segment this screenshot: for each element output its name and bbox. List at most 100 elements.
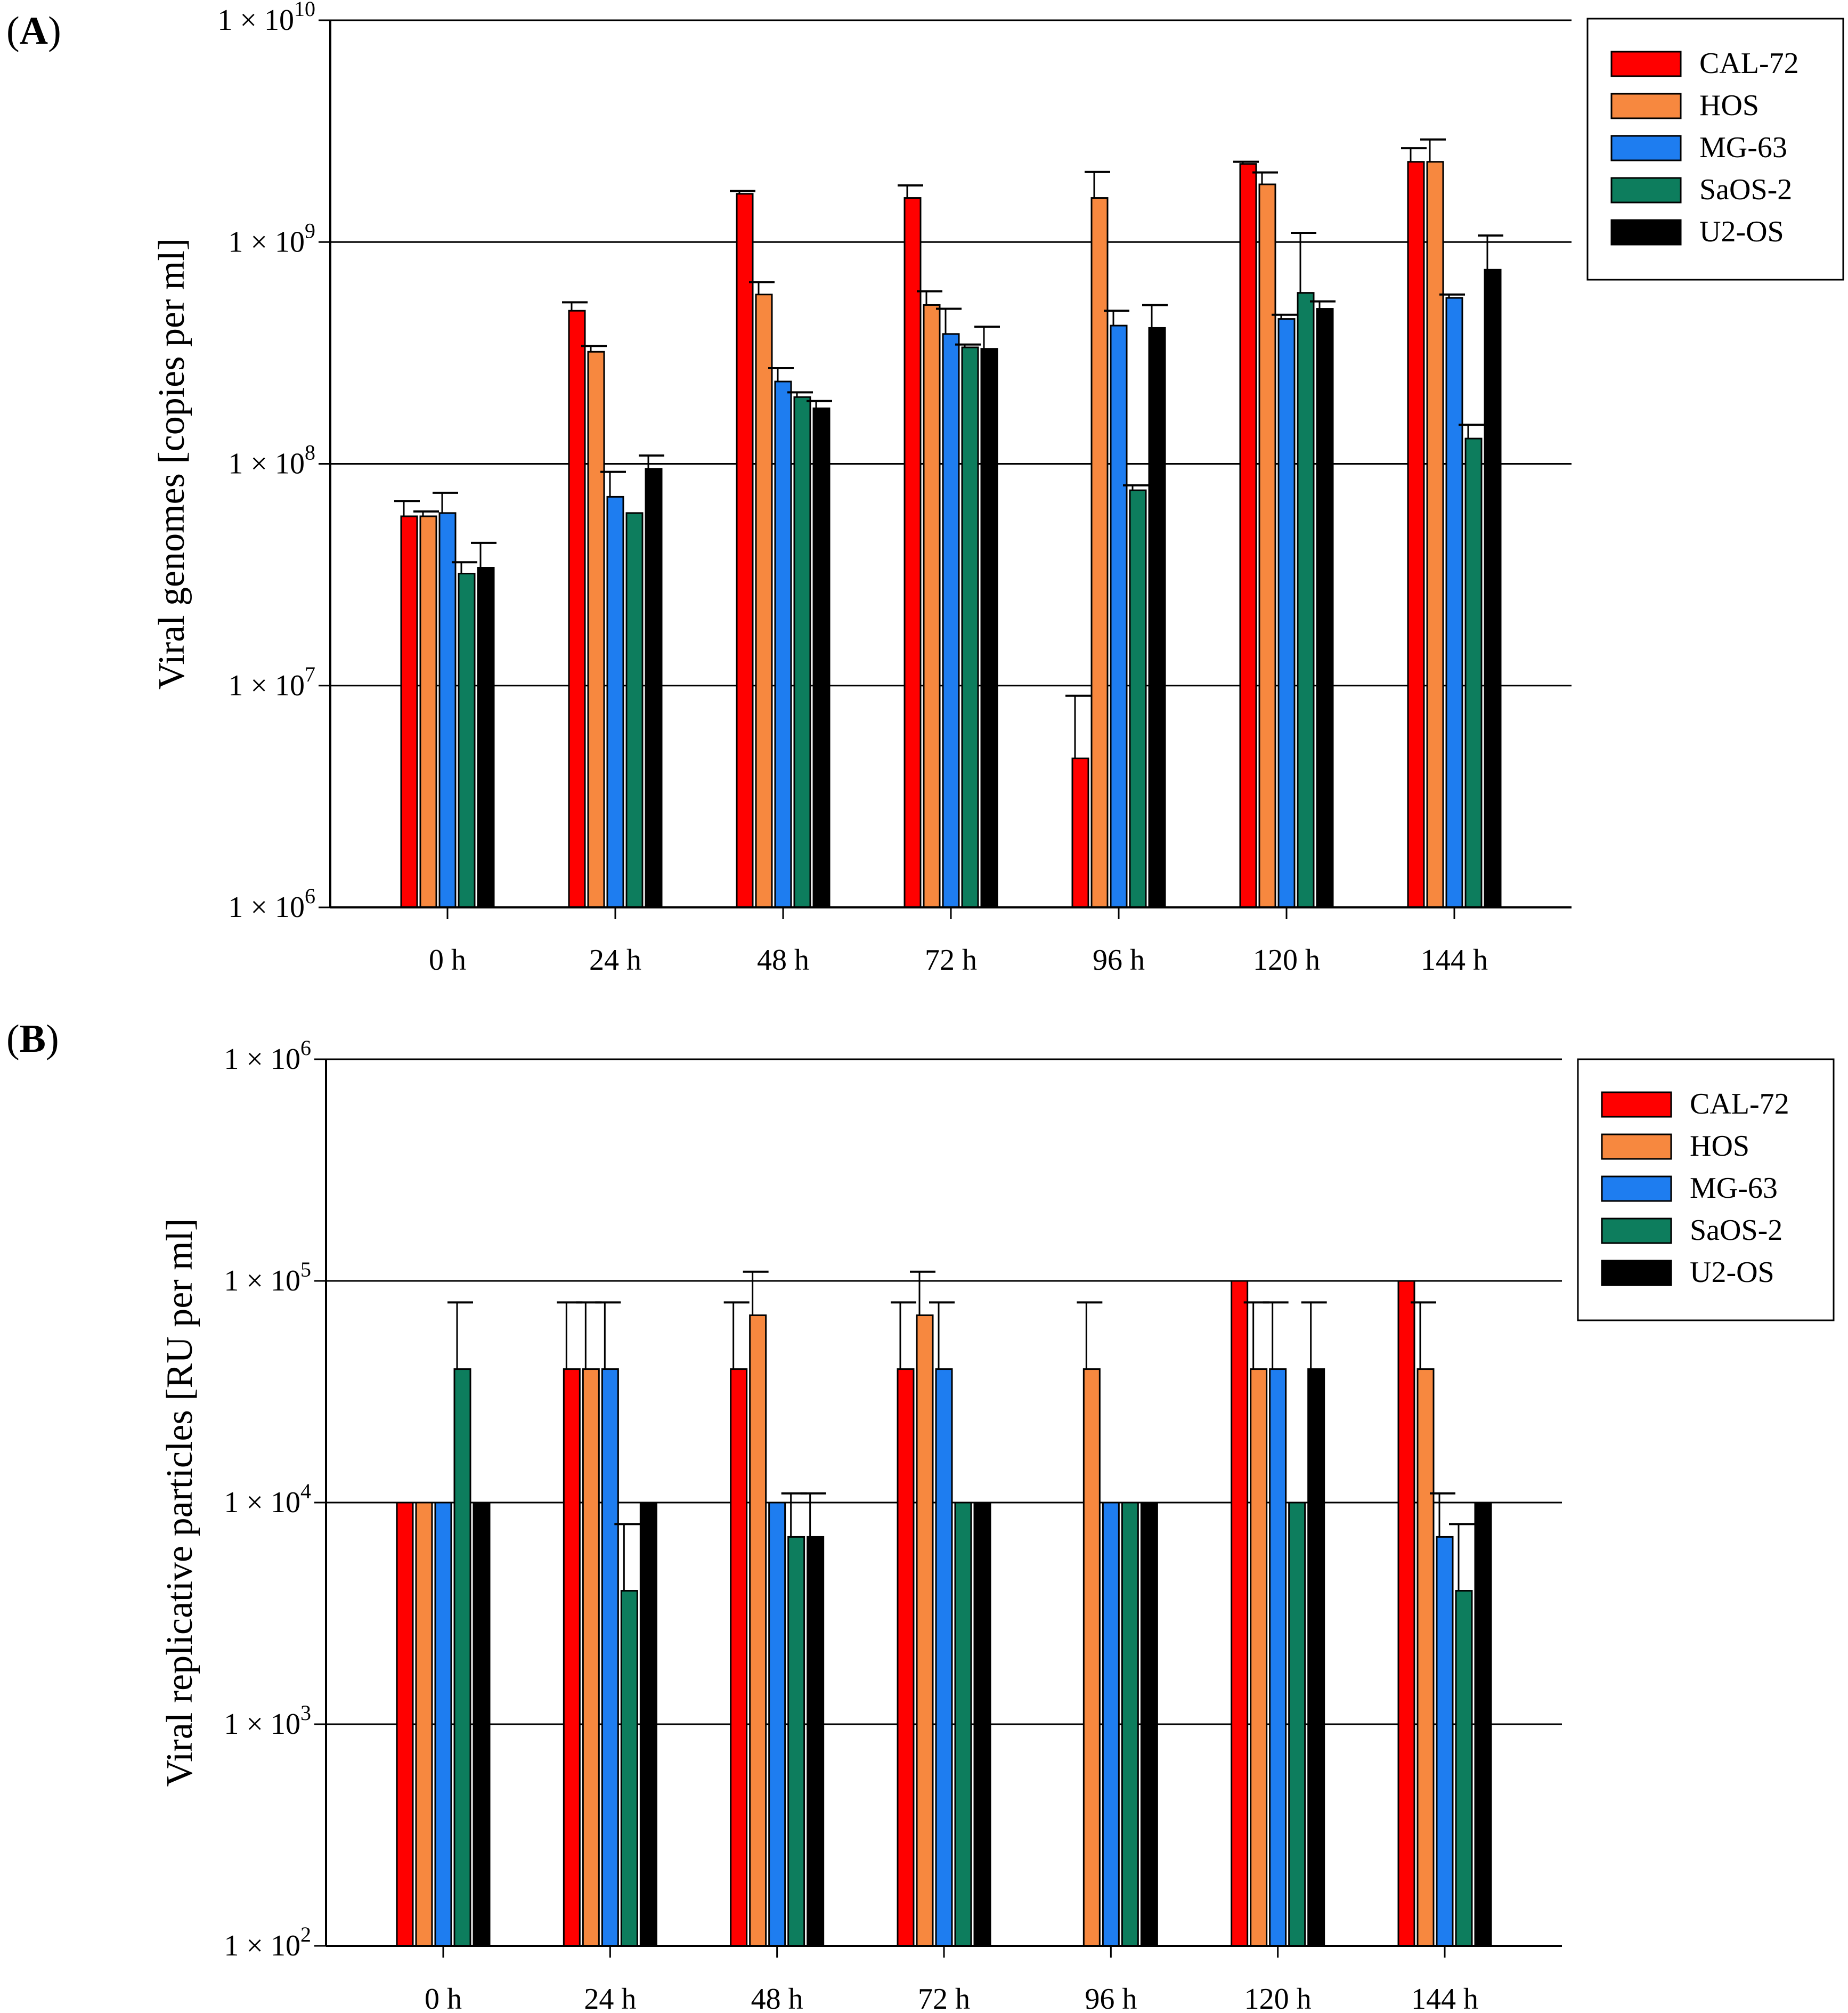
y-tick-label: 1 × 109 [228, 218, 315, 258]
x-tick-label: 48 h [751, 1983, 803, 2013]
bar-u2-os [980, 348, 998, 908]
bar-u2-os [1474, 1501, 1492, 1947]
y-tick-label: 1 × 105 [224, 1257, 311, 1297]
panel-b: (B) 1 × 102 1 × 103 1 × 104 1 × 105 1 × 106 Vi… [6, 1017, 1835, 2013]
legend-swatch [1601, 1091, 1672, 1118]
bar-mg-63 [935, 1368, 953, 1947]
x-tick-label: 144 h [1421, 944, 1488, 977]
bar-cal-72 [1231, 1280, 1249, 1947]
x-tick-label: 72 h [925, 944, 977, 977]
x-tick-label: 96 h [1085, 1983, 1137, 2013]
bar-u2-os [1140, 1501, 1158, 1947]
legend-label: CAL-72 [1690, 1087, 1789, 1121]
bar-mg-63 [1445, 297, 1463, 908]
bar-cal-72 [1071, 757, 1089, 908]
legend-label: U2-OS [1699, 215, 1784, 248]
bar-mg-63 [774, 380, 792, 908]
bar-saos-2 [793, 396, 811, 908]
legend-label: MG-63 [1690, 1172, 1778, 1205]
bar-mg-63 [1110, 324, 1128, 908]
bar-u2-os [973, 1501, 991, 1947]
bar-saos-2 [961, 346, 979, 908]
bar-saos-2 [1121, 1501, 1139, 1947]
panel-a: (A) 1 × 106 1 × 107 1 × 108 1 × 109 1 × 1010 V… [6, 0, 1844, 977]
legend-label: SaOS-2 [1699, 173, 1792, 206]
bar-cal-72 [897, 1368, 915, 1947]
bar-saos-2 [787, 1536, 805, 1947]
legend-swatch [1601, 1175, 1672, 1202]
y-axis-title: Viral genomes [copies per ml] [151, 238, 192, 689]
panel-label: (A) [6, 9, 61, 53]
bar-cal-72 [1239, 163, 1257, 908]
bar-saos-2 [1455, 1590, 1473, 1947]
y-tick-label: 1 × 1010 [217, 0, 315, 37]
bar-mg-63 [438, 512, 457, 908]
x-tick-label: 0 h [429, 944, 466, 977]
bar-u2-os [812, 407, 831, 908]
bar-hos [415, 1501, 433, 1947]
bar-saos-2 [620, 1590, 638, 1947]
bar-saos-2 [954, 1501, 972, 1947]
x-tick-label: 120 h [1253, 944, 1320, 977]
bar-saos-2 [1464, 437, 1483, 908]
bar-saos-2 [458, 572, 476, 908]
y-tick-label: 1 × 107 [228, 662, 315, 702]
bar-u2-os [1316, 308, 1334, 908]
y-tick-label: 1 × 104 [224, 1479, 311, 1519]
bar-cal-72 [736, 193, 754, 908]
legend-label: MG-63 [1699, 131, 1787, 164]
bar-u2-os [473, 1501, 491, 1947]
bar-hos [755, 294, 773, 908]
bar-u2-os [645, 468, 663, 908]
y-tick-label: 1 × 108 [228, 441, 315, 481]
legend-swatch [1610, 93, 1682, 119]
legend-swatch [1601, 1133, 1672, 1160]
bar-mg-63 [606, 496, 624, 908]
bar-hos [1426, 161, 1444, 908]
bar-mg-63 [1102, 1501, 1120, 1947]
bar-hos [587, 351, 605, 908]
bar-mg-63 [1277, 318, 1296, 908]
bar-saos-2 [625, 512, 644, 908]
legend: CAL-72 HOS MG-63 SaOS-2 U2-OS [1586, 18, 1844, 281]
panel-label: (B) [6, 1017, 59, 1061]
legend-swatch [1610, 177, 1682, 204]
bar-u2-os [807, 1536, 825, 1947]
bar-cal-72 [1397, 1280, 1415, 1947]
legend-swatch [1610, 135, 1682, 161]
x-tick-label: 24 h [584, 1983, 636, 2013]
bar-hos [1250, 1368, 1268, 1947]
legend-swatch [1610, 51, 1682, 77]
bar-hos [1090, 197, 1109, 908]
x-tick-label: 0 h [425, 1983, 462, 2013]
legend-label: HOS [1699, 89, 1759, 122]
y-tick-label: 1 × 102 [224, 1922, 311, 1962]
x-tick-label: 48 h [757, 944, 809, 977]
bar-cal-72 [903, 197, 922, 908]
bar-hos [419, 515, 437, 908]
y-tick-label: 1 × 103 [224, 1701, 311, 1741]
bar-u2-os [477, 567, 495, 908]
bar-cal-72 [1407, 161, 1425, 908]
bar-u2-os [1484, 269, 1502, 908]
bar-hos [916, 1314, 934, 1947]
x-tick-label: 120 h [1244, 1983, 1312, 2013]
legend-swatch [1601, 1260, 1672, 1286]
bar-u2-os [1148, 327, 1166, 908]
legend-swatch [1601, 1217, 1672, 1244]
bar-saos-2 [1297, 292, 1315, 908]
legend-label: SaOS-2 [1690, 1214, 1782, 1247]
bar-mg-63 [942, 333, 960, 908]
bar-saos-2 [1129, 489, 1147, 908]
bar-hos [1082, 1368, 1101, 1947]
legend: CAL-72 HOS MG-63 SaOS-2 U2-OS [1577, 1058, 1835, 1321]
legend-label: HOS [1690, 1130, 1749, 1163]
bar-cal-72 [730, 1368, 748, 1947]
bar-mg-63 [434, 1501, 452, 1947]
bar-mg-63 [768, 1501, 786, 1947]
bar-mg-63 [1269, 1368, 1287, 1947]
bar-saos-2 [453, 1368, 471, 1947]
bar-cal-72 [563, 1368, 581, 1947]
bar-hos [1258, 183, 1276, 908]
